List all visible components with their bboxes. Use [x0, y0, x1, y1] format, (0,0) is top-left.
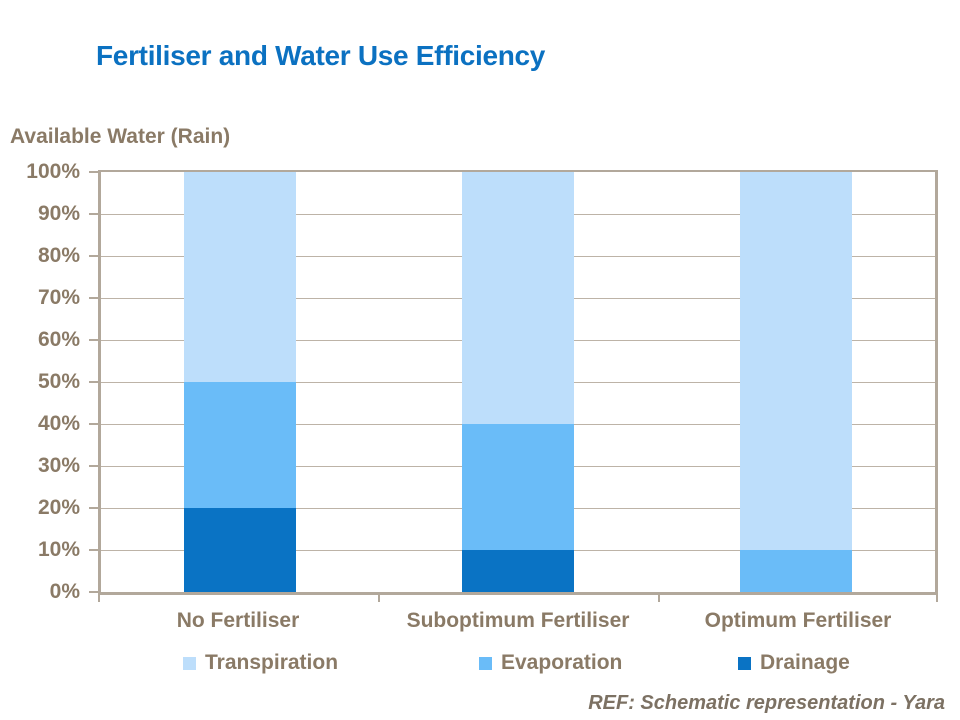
y-tick-label: 40% [37, 412, 80, 435]
x-axis-label: Optimum Fertiliser [704, 609, 892, 632]
plot-area [98, 170, 938, 595]
y-tick-mark [89, 591, 98, 593]
legend-swatch-drainage [738, 656, 751, 670]
y-tick-mark [89, 171, 98, 173]
bar-segment-drainage [184, 508, 296, 592]
legend-item-drainage: Drainage [738, 650, 850, 676]
legend-label: Evaporation [501, 651, 623, 674]
y-tick-label: 100% [26, 160, 80, 183]
x-tick-mark [658, 595, 660, 602]
y-tick-label: 30% [37, 454, 80, 477]
bar-segment-evaporation [740, 550, 852, 592]
x-axis-label: Suboptimum Fertiliser [406, 609, 630, 632]
bar-segment-transpiration [462, 172, 574, 424]
y-tick-mark [89, 381, 98, 383]
legend-swatch-transpiration [183, 656, 196, 670]
y-tick-label: 90% [37, 202, 80, 225]
legend-swatch-evaporation [479, 656, 492, 670]
y-tick-label: 70% [37, 286, 80, 309]
chart-title: Fertiliser and Water Use Efficiency [96, 40, 546, 71]
y-tick-mark [89, 465, 98, 467]
legend-item-transpiration: Transpiration [183, 650, 338, 676]
x-tick-mark [98, 595, 100, 602]
y-tick-label: 10% [37, 538, 80, 561]
bar-segment-evaporation [184, 382, 296, 508]
y-tick-mark [89, 507, 98, 509]
y-tick-label: 80% [37, 244, 80, 267]
y-tick-label: 60% [37, 328, 80, 351]
y-tick-mark [89, 213, 98, 215]
legend-item-evaporation: Evaporation [479, 650, 622, 676]
y-tick-label: 50% [37, 370, 80, 393]
y-tick-label: 20% [37, 496, 80, 519]
y-tick-mark [89, 339, 98, 341]
y-tick-label: 0% [49, 580, 80, 603]
y-tick-mark [89, 297, 98, 299]
bar-segment-transpiration [184, 172, 296, 382]
legend-label: Drainage [760, 651, 850, 674]
y-tick-mark [89, 255, 98, 257]
x-tick-mark [378, 595, 380, 602]
bar-segment-drainage [462, 550, 574, 592]
bar-segment-transpiration [740, 172, 852, 550]
legend-label: Transpiration [205, 651, 339, 674]
reference-note: REF: Schematic representation - Yara [588, 692, 945, 714]
x-axis-label: No Fertiliser [176, 609, 300, 632]
bar-segment-evaporation [462, 424, 574, 550]
y-tick-mark [89, 549, 98, 551]
y-axis-title: Available Water (Rain) [10, 125, 231, 148]
x-tick-mark [936, 595, 938, 602]
y-tick-mark [89, 423, 98, 425]
